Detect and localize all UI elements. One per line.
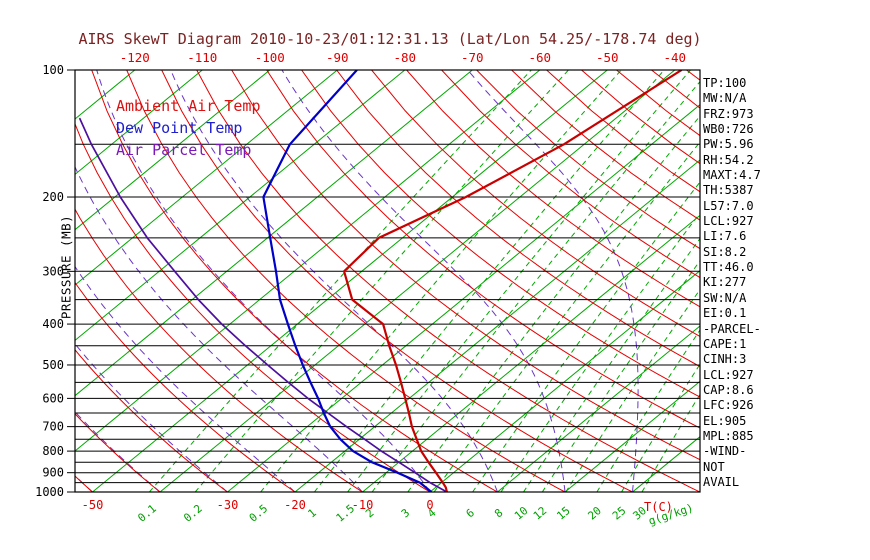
- svg-text:100: 100: [42, 63, 64, 77]
- legend: Ambient Air Temp Dew Point Temp Air Parc…: [116, 95, 261, 161]
- stat-line: FRZ:973: [703, 106, 754, 121]
- svg-text:1000: 1000: [35, 485, 64, 499]
- svg-text:-20: -20: [284, 498, 306, 512]
- chart-title: AIRS SkewT Diagram 2010-10-23/01:12:31.1…: [78, 30, 702, 48]
- legend-air-parcel-temp: Air Parcel Temp: [116, 141, 252, 159]
- stat-line: LI:7.6: [703, 229, 747, 244]
- stat-line: EL:905: [703, 413, 747, 428]
- svg-text:-30: -30: [217, 498, 239, 512]
- stat-line: -WIND-: [703, 444, 747, 459]
- stat-line: NOT: [703, 459, 725, 474]
- svg-text:-50: -50: [82, 498, 104, 512]
- svg-text:0.5: 0.5: [247, 502, 271, 525]
- svg-text:10: 10: [512, 504, 531, 522]
- svg-text:-120: -120: [120, 50, 150, 65]
- svg-text:400: 400: [42, 317, 64, 331]
- svg-text:25: 25: [610, 504, 629, 522]
- stat-line: TT:46.0: [703, 260, 754, 275]
- stat-line: SW:N/A: [703, 290, 747, 305]
- stat-line: MW:N/A: [703, 91, 747, 106]
- svg-text:900: 900: [42, 466, 64, 480]
- svg-text:700: 700: [42, 420, 64, 434]
- svg-text:200: 200: [42, 190, 64, 204]
- stat-line: LFC:926: [703, 398, 754, 413]
- svg-text:800: 800: [42, 444, 64, 458]
- stat-line: CAP:8.6: [703, 382, 754, 397]
- mixing-ratio-labels: 0.1 0.2 0.5 1 1.5 2 3 4 6 8 10 12 15 20 25 30: [135, 502, 649, 525]
- svg-text:-10: -10: [352, 498, 374, 512]
- svg-text:15: 15: [554, 504, 573, 522]
- top-axis-labels: -120 -110 -100 -90 -80 -70 -60 -50 -40: [120, 50, 686, 65]
- stat-line: CINH:3: [703, 352, 747, 367]
- plot-frame: [74, 69, 701, 493]
- stat-line: PW:5.96: [703, 137, 754, 152]
- stat-line: TP:100: [703, 76, 747, 90]
- stat-line: WB0:726: [703, 122, 754, 137]
- stat-line: RH:54.2: [703, 152, 754, 167]
- pressure-grid: [75, 70, 700, 492]
- svg-text:300: 300: [42, 264, 64, 278]
- svg-text:-100: -100: [255, 50, 285, 65]
- stat-line: MPL:885: [703, 428, 754, 443]
- svg-text:8: 8: [492, 506, 505, 520]
- svg-text:-50: -50: [596, 50, 619, 65]
- stat-line: MAXT:4.7: [703, 168, 761, 183]
- ambient-temp-curve: [343, 70, 683, 492]
- svg-text:0: 0: [426, 498, 433, 512]
- stat-line: LCL:927: [703, 214, 754, 229]
- isotherm-lines: [75, 70, 700, 492]
- stat-line: AVAIL: [703, 474, 740, 489]
- svg-text:3: 3: [399, 506, 412, 520]
- stats-panel: TP:100 MW:N/A FRZ:973 WB0:726 PW:5.96 RH:54.2…: [703, 76, 761, 490]
- dewpoint-curve: [262, 70, 433, 492]
- stat-line: -PARCEL-: [703, 321, 761, 336]
- svg-text:-110: -110: [187, 50, 217, 65]
- stat-line: L57:7.0: [703, 198, 754, 213]
- parcel-temp-curve: [78, 117, 448, 492]
- legend-dew-point-temp: Dew Point Temp: [116, 119, 243, 137]
- stat-line: TH:5387: [703, 183, 754, 198]
- legend-ambient-air-temp: Ambient Air Temp: [116, 97, 261, 115]
- svg-text:500: 500: [42, 358, 64, 372]
- svg-text:0.1: 0.1: [135, 502, 159, 525]
- svg-text:1: 1: [305, 506, 318, 520]
- stat-line: KI:277: [703, 275, 747, 290]
- axis-unit-labels: T(C)g(g/kg): [644, 500, 695, 528]
- svg-text:600: 600: [42, 391, 64, 405]
- left-axis-labels: 100 200 300 400 500 600 700 800 900 1000: [35, 63, 75, 499]
- svg-text:-80: -80: [394, 50, 417, 65]
- svg-text:0.2: 0.2: [181, 502, 205, 525]
- svg-text:-60: -60: [529, 50, 552, 65]
- svg-text:-90: -90: [326, 50, 349, 65]
- temp-unit-label: T(C): [644, 500, 673, 514]
- stat-line: CAPE:1: [703, 336, 747, 351]
- svg-text:2: 2: [363, 506, 376, 520]
- stat-line: SI:8.2: [703, 244, 747, 259]
- svg-text:12: 12: [531, 504, 550, 522]
- svg-text:-70: -70: [461, 50, 484, 65]
- stat-line: EI:0.1: [703, 306, 747, 321]
- svg-text:20: 20: [585, 504, 604, 522]
- stat-line: LCL:927: [703, 367, 754, 382]
- svg-text:-40: -40: [664, 50, 687, 65]
- bottom-temp-labels: -50 -30 -20 -10 0: [82, 498, 434, 512]
- svg-text:6: 6: [464, 506, 477, 520]
